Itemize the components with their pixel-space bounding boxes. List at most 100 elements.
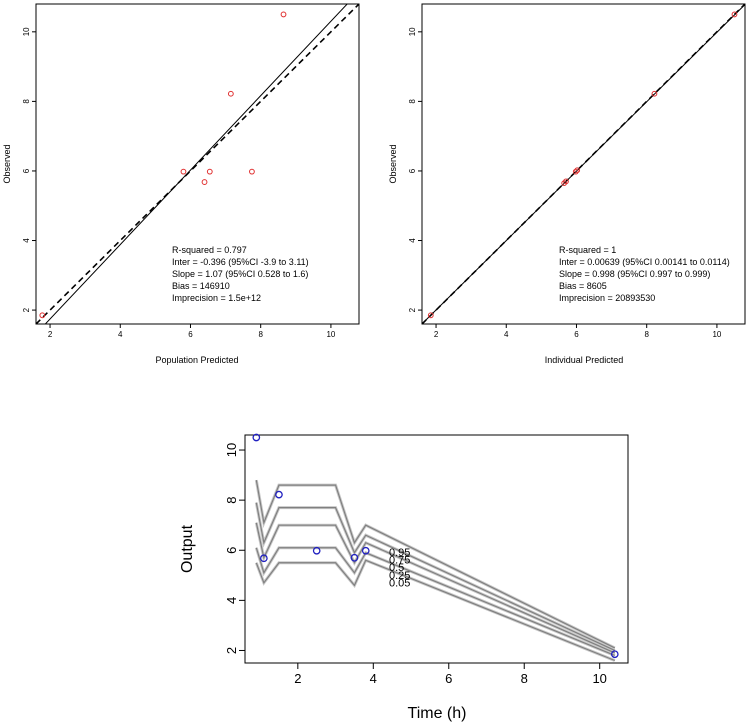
plot-frame xyxy=(244,434,629,664)
y-tick-label: 4 xyxy=(408,238,417,243)
observed-point xyxy=(260,554,268,563)
y-tick-label: 4 xyxy=(22,238,31,243)
data-point xyxy=(206,168,213,175)
data-point xyxy=(39,312,46,319)
y-tick-label: 8 xyxy=(22,99,31,104)
data-point xyxy=(561,180,568,187)
x-tick-label: 6 xyxy=(445,671,452,686)
data-point xyxy=(651,90,658,97)
stats-text: R-squared = 0.797 Inter = -0.396 (95%CI … xyxy=(172,245,309,303)
x-tick-label: 8 xyxy=(521,671,528,686)
y-tick-label: 2 xyxy=(408,307,417,312)
y-tick-label: 10 xyxy=(22,27,31,36)
x-axis-label: Population Predicted xyxy=(155,355,238,365)
reference-lines xyxy=(36,4,359,324)
y-axis-label: Output xyxy=(179,524,196,573)
observed-point xyxy=(252,433,261,442)
y-tick-label: 6 xyxy=(408,168,417,173)
x-tick-label: 2 xyxy=(434,330,439,339)
data-point xyxy=(227,90,234,97)
observed-point xyxy=(350,553,359,562)
y-tick-label: 8 xyxy=(408,99,417,104)
x-tick-label: 8 xyxy=(258,330,263,339)
plot-frame xyxy=(35,3,360,325)
quantile-label: 0.95 xyxy=(389,547,410,559)
stats-text: R-squared = 1 Inter = 0.00639 (95%CI 0.0… xyxy=(559,245,730,303)
population-predicted-panel: 2 4 6 8 10 2 4 6 8 10 Population Predicted Obser… xyxy=(2,3,360,365)
x-tick-label: 10 xyxy=(592,671,606,686)
y-axis-ticks: 2 4 6 8 10 xyxy=(22,27,36,312)
x-axis-ticks: 2 4 6 8 10 xyxy=(48,324,336,339)
stat-r-squared: R-squared = 0.797 xyxy=(172,245,247,255)
x-tick-label: 8 xyxy=(644,330,649,339)
data-point xyxy=(427,312,434,319)
stat-slope: Slope = 1.07 (95%CI 0.528 to 1.6) xyxy=(172,269,308,279)
quantile-band xyxy=(254,558,616,662)
quantile-line xyxy=(255,502,616,652)
data-point xyxy=(563,178,569,185)
x-axis-ticks: 2 4 6 8 10 xyxy=(294,663,607,686)
data-point xyxy=(572,168,579,175)
x-tick-label: 2 xyxy=(48,330,53,339)
reference-lines xyxy=(422,4,745,324)
regression-line xyxy=(44,4,348,324)
observed-point xyxy=(275,490,283,499)
observed-point xyxy=(361,546,370,555)
x-tick-label: 4 xyxy=(118,330,123,339)
data-points xyxy=(427,11,738,319)
quantile-line xyxy=(255,547,616,657)
x-tick-label: 4 xyxy=(504,330,509,339)
quantile-line xyxy=(255,522,616,654)
data-point xyxy=(249,168,255,175)
vpc-panel: 0.950.750.50.250.05 2 4 6 8 10 2 4 6 8 10 Time (… xyxy=(179,433,629,722)
quantile-lines xyxy=(254,479,616,662)
y-axis-ticks: 2 4 6 8 10 xyxy=(408,27,422,312)
quantile-labels: 0.950.750.50.250.05 xyxy=(389,547,410,589)
identity-line xyxy=(36,4,359,324)
data-points xyxy=(39,11,287,319)
x-tick-label: 2 xyxy=(294,671,301,686)
observed-points xyxy=(252,433,619,659)
stat-imprecision: Imprecision = 1.5e+12 xyxy=(172,293,261,303)
data-point xyxy=(201,179,208,185)
stat-r-squared: R-squared = 1 xyxy=(559,245,616,255)
x-tick-label: 10 xyxy=(326,330,335,339)
y-tick-label: 6 xyxy=(224,547,239,554)
y-tick-label: 6 xyxy=(22,168,31,173)
stat-intercept: Inter = 0.00639 (95%CI 0.00141 to 0.0114… xyxy=(559,257,730,267)
observed-point xyxy=(610,650,619,659)
data-point xyxy=(574,167,581,174)
x-axis-ticks: 2 4 6 8 10 xyxy=(434,324,722,339)
x-tick-label: 6 xyxy=(574,330,579,339)
y-tick-label: 2 xyxy=(224,647,239,654)
data-point xyxy=(180,168,187,175)
plot-frame xyxy=(421,3,746,325)
quantile-label: 0.5 xyxy=(389,562,404,574)
x-axis-label: Time (h) xyxy=(408,705,467,722)
y-axis-label: Observed xyxy=(388,144,398,183)
x-tick-label: 6 xyxy=(188,330,193,339)
stat-imprecision: Imprecision = 20893530 xyxy=(559,293,655,303)
y-tick-label: 10 xyxy=(224,443,239,457)
data-point xyxy=(280,11,287,18)
observed-point xyxy=(312,546,321,555)
stat-slope: Slope = 0.998 (95%CI 0.997 to 0.999) xyxy=(559,269,710,279)
quantile-label: 0.25 xyxy=(389,570,410,582)
y-tick-label: 10 xyxy=(408,27,417,36)
x-tick-label: 4 xyxy=(370,671,377,686)
quantile-label: 0.75 xyxy=(389,555,410,567)
identity-line xyxy=(422,4,745,324)
quantile-label: 0.05 xyxy=(389,577,410,589)
y-tick-label: 4 xyxy=(224,597,239,604)
stat-bias: Bias = 146910 xyxy=(172,281,230,291)
quantile-line xyxy=(255,559,616,662)
x-axis-label: Individual Predicted xyxy=(545,355,624,365)
x-tick-label: 10 xyxy=(712,330,721,339)
data-point xyxy=(731,11,738,18)
stat-intercept: Inter = -0.396 (95%CI -3.9 to 3.11) xyxy=(172,257,309,267)
quantile-line xyxy=(255,479,616,649)
individual-predicted-panel: 2 4 6 8 10 2 4 6 8 10 Individual Predicted Obser… xyxy=(388,3,746,365)
y-axis-label: Observed xyxy=(2,144,12,183)
stat-bias: Bias = 8605 xyxy=(559,281,607,291)
